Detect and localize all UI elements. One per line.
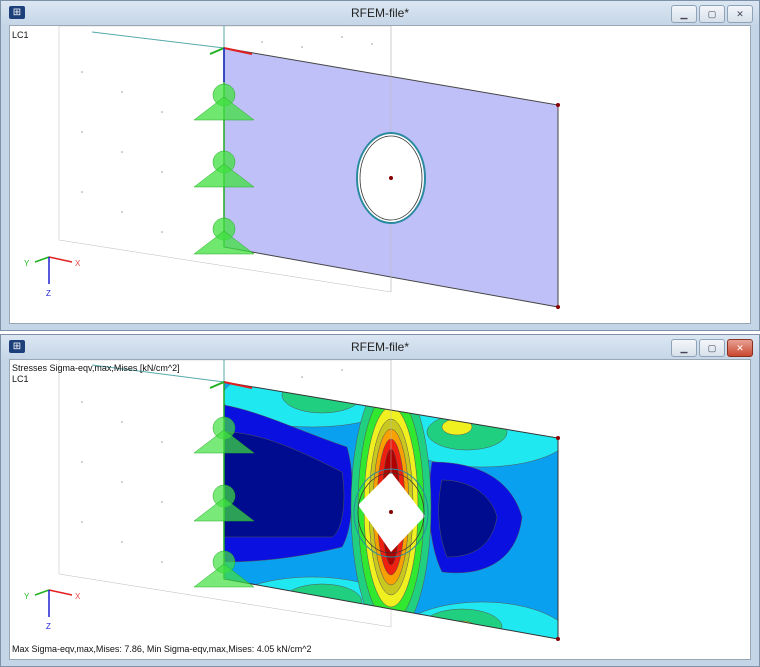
results-viewport[interactable]: X Y Z Stresses Sigma-eqv,max,Mises [kN/c…: [9, 359, 751, 660]
window-title: RFEM-file*: [350, 6, 409, 20]
restore-button[interactable]: ▢: [699, 339, 725, 357]
local-axes: [209, 381, 253, 389]
app-icon: ⊞: [9, 340, 25, 353]
minimize-button[interactable]: ▁: [671, 5, 697, 23]
restore-icon: ▢: [707, 9, 717, 19]
local-axes: [209, 47, 253, 82]
grid-dots: [81, 36, 373, 233]
model-viewport[interactable]: X Y Z LC1: [9, 25, 751, 324]
app-icon: ⊞: [9, 6, 25, 19]
y-axis-label: Y: [24, 259, 30, 268]
x-axis-label: X: [75, 592, 81, 601]
global-axis-triad: X Y Z: [24, 256, 81, 298]
load-case-label: LC1: [12, 30, 29, 40]
title-bar[interactable]: ⊞ RFEM-file* ▁ ▢ ✕: [1, 1, 759, 25]
result-summary: Max Sigma-eqv,max,Mises: 7.86, Min Sigma…: [12, 644, 312, 654]
supports: [193, 83, 255, 255]
close-icon: ✕: [736, 9, 744, 19]
minimize-icon: ▁: [680, 9, 688, 19]
stress-graphic: X Y Z: [24, 360, 560, 641]
minimize-icon: ▁: [680, 343, 688, 353]
y-axis-label: Y: [24, 592, 30, 601]
results-window: ⊞ RFEM-file* ▁ ▢ ✕: [0, 334, 760, 667]
supports: [193, 416, 255, 588]
restore-button[interactable]: ▢: [699, 5, 725, 23]
close-icon: ✕: [736, 343, 744, 353]
restore-icon: ▢: [707, 343, 717, 353]
load-case-label: LC1: [12, 374, 29, 384]
close-button[interactable]: ✕: [727, 5, 753, 23]
global-axis-triad: X Y Z: [24, 589, 81, 631]
minimize-button[interactable]: ▁: [671, 339, 697, 357]
close-button[interactable]: ✕: [727, 339, 753, 357]
z-axis-label: Z: [46, 289, 51, 298]
model-graphic: X Y Z: [24, 26, 560, 309]
x-axis-label: X: [75, 259, 81, 268]
title-bar[interactable]: ⊞ RFEM-file* ▁ ▢ ✕: [1, 335, 759, 359]
z-axis-label: Z: [46, 622, 51, 631]
result-type-label: Stresses Sigma-eqv,max,Mises [kN/cm^2]: [12, 363, 180, 373]
window-title: RFEM-file*: [350, 340, 409, 354]
model-window: ⊞ RFEM-file* ▁ ▢ ✕: [0, 0, 760, 331]
